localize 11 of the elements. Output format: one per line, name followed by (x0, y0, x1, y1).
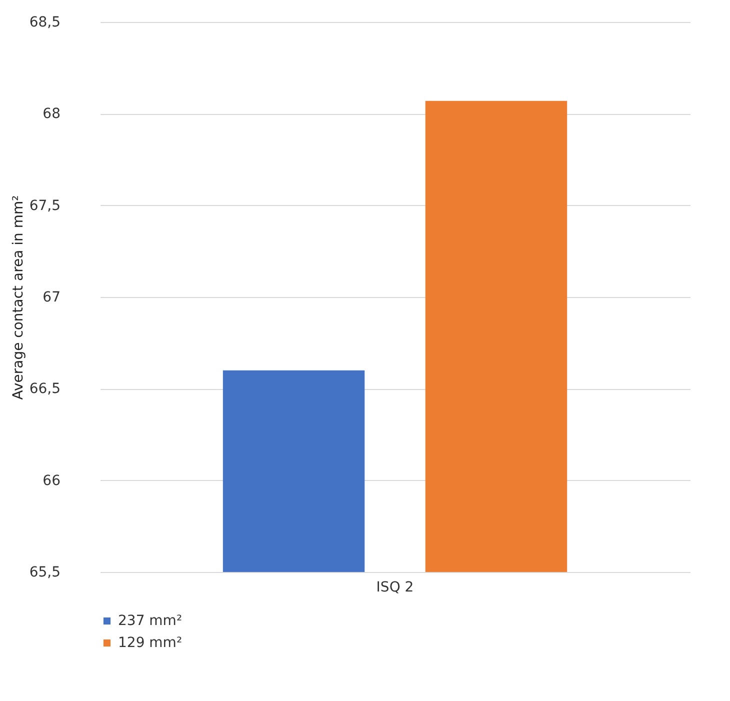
y-tick-label: 65,5 (29, 564, 60, 580)
y-tick-label: 67 (42, 290, 60, 306)
y-tick-label: 66 (42, 472, 61, 489)
y-tick-label: 68 (42, 106, 60, 122)
y-tick-label: 68,5 (29, 14, 60, 30)
x-tick-label: ISQ 2 (376, 580, 414, 596)
y-tick-label: 67,5 (29, 198, 60, 214)
y-tick-label: 66,5 (29, 381, 60, 398)
y-axis-title: Average contact area in mm² (10, 195, 26, 400)
legend-label: 129 mm² (118, 635, 182, 651)
legend-label: 237 mm² (118, 613, 182, 629)
